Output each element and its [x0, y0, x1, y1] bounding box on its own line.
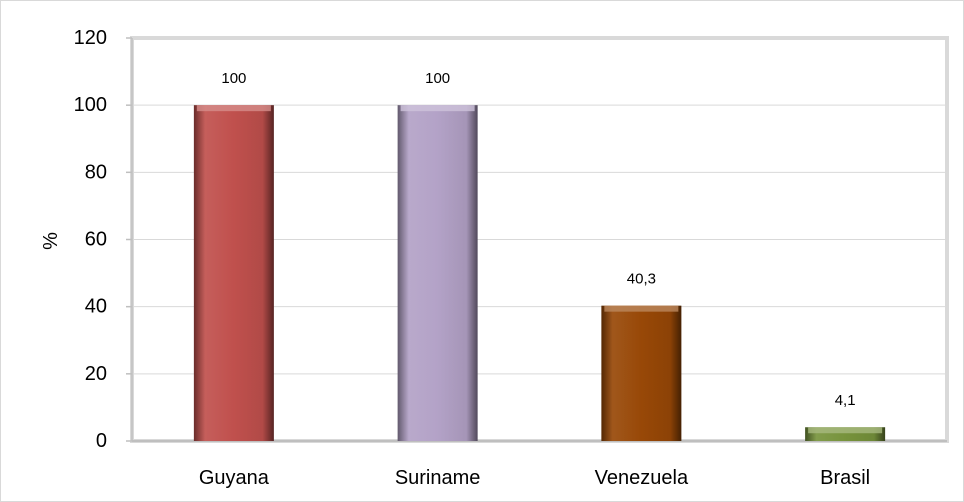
- data-label-suriname: 100: [425, 70, 450, 87]
- y-tick-label: 60: [85, 229, 107, 251]
- y-tick-label: 80: [85, 161, 107, 183]
- y-tick-label: 0: [96, 430, 107, 452]
- bar-top-bevel: [196, 105, 271, 112]
- bar-suriname: [397, 105, 478, 442]
- x-category-label: Brasil: [820, 467, 870, 489]
- bar-top-bevel: [604, 305, 679, 312]
- y-axis-title: %: [40, 232, 62, 250]
- data-label-venezuela: 40,3: [627, 271, 656, 288]
- data-label-brasil: 4,1: [835, 392, 856, 409]
- y-tick-label: 20: [85, 363, 107, 385]
- bar-top-bevel: [808, 427, 883, 434]
- y-tick-label: 100: [74, 94, 107, 116]
- x-category-label: Venezuela: [595, 467, 689, 489]
- y-tick-label: 120: [74, 27, 107, 49]
- x-category-label: Suriname: [395, 467, 481, 489]
- bar-guyana: [193, 105, 274, 442]
- labels: 0 20 40 60 80 100 120 100 Guyana 100 Suriname 40,3 V…: [74, 27, 871, 489]
- data-label-guyana: 100: [221, 70, 246, 87]
- bar-venezuela: [601, 305, 682, 441]
- x-category-label: Guyana: [199, 467, 270, 489]
- y-tick-label: 40: [85, 296, 107, 318]
- bar-top-bevel: [400, 105, 475, 112]
- bars: [193, 105, 886, 442]
